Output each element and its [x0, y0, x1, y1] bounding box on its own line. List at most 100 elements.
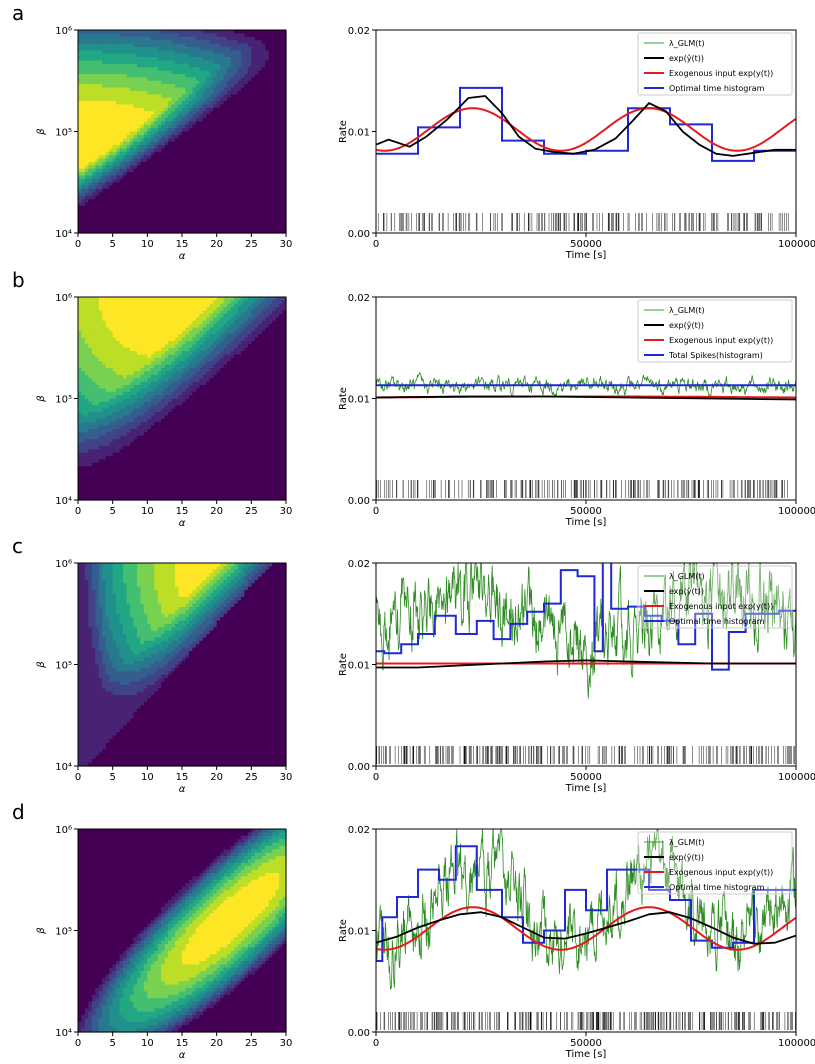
- heatmap-cell: [227, 212, 232, 217]
- heatmap-cell: [265, 158, 270, 163]
- heatmap-cell: [116, 40, 121, 45]
- heatmap-cell: [178, 195, 183, 200]
- heatmap-cell: [130, 418, 135, 423]
- heatmap-cell: [95, 97, 100, 102]
- heatmap-cell: [88, 195, 93, 200]
- heatmap-cell: [133, 134, 138, 139]
- heatmap-cell: [220, 175, 225, 180]
- heatmap-cell: [91, 161, 96, 166]
- heatmap-cell: [112, 476, 117, 481]
- heatmap-cell: [95, 415, 100, 420]
- heatmap-cell: [98, 425, 103, 430]
- heatmap-cell: [147, 182, 152, 187]
- heatmap-cell: [95, 128, 100, 133]
- heatmap-cell: [154, 141, 159, 146]
- heatmap-cell: [130, 60, 135, 65]
- heatmap-cell: [213, 104, 218, 109]
- heatmap-cell: [240, 222, 245, 227]
- heatmap-cell: [130, 57, 135, 62]
- heatmap-cell: [95, 67, 100, 72]
- heatmap-cell: [244, 141, 249, 146]
- heatmap-cell: [268, 104, 273, 109]
- heatmap-cell: [116, 36, 121, 41]
- heatmap-cell: [195, 226, 200, 231]
- heatmap-cell: [220, 94, 225, 99]
- heatmap-cell: [140, 33, 145, 38]
- heatmap-cell: [171, 63, 176, 68]
- heatmap-cell: [161, 97, 166, 102]
- heatmap-cell: [247, 172, 252, 177]
- heatmap-cell: [188, 138, 193, 143]
- heatmap-cell: [98, 493, 103, 498]
- heatmap-cell: [265, 229, 270, 234]
- heatmap-cell: [116, 212, 121, 217]
- heatmap-cell: [182, 67, 187, 72]
- heatmap-cell: [130, 222, 135, 227]
- heatmap-cell: [88, 63, 93, 68]
- heatmap-cell: [91, 459, 96, 464]
- heatmap-cell: [282, 30, 287, 34]
- heatmap-cell: [136, 114, 141, 119]
- heatmap-cell: [95, 73, 100, 78]
- heatmap-cell: [223, 185, 228, 190]
- heatmap-cell: [213, 67, 218, 72]
- heatmap-cell: [258, 43, 263, 48]
- heatmap-cell: [123, 435, 128, 440]
- heatmap-cell: [84, 479, 89, 484]
- heatmap-cell: [206, 101, 211, 106]
- heatmap-cell: [171, 104, 176, 109]
- heatmap-cell: [81, 216, 86, 221]
- heatmap-cell: [91, 297, 96, 301]
- heatmap-cell: [112, 300, 117, 305]
- heatmap-cell: [130, 324, 135, 329]
- heatmap-cell: [88, 175, 93, 180]
- heatmap-cell: [84, 371, 89, 376]
- heatmap-cell: [220, 182, 225, 187]
- heatmap-cell: [150, 121, 155, 126]
- heatmap-cell: [95, 121, 100, 126]
- heatmap-cell: [175, 199, 180, 204]
- heatmap-cell: [206, 43, 211, 48]
- heatmap-cell: [112, 30, 117, 34]
- heatmap-cell: [234, 226, 239, 231]
- heatmap-cell: [123, 185, 128, 190]
- heatmap-cell: [136, 172, 141, 177]
- heatmap-cell: [213, 216, 218, 221]
- heatmap-cell: [268, 94, 273, 99]
- heatmap-cell: [178, 84, 183, 89]
- heatmap-cell: [150, 442, 155, 447]
- heatmap-cell: [178, 199, 183, 204]
- heatmap-cell: [178, 73, 183, 78]
- heatmap-cell: [123, 364, 128, 369]
- heatmap-cell: [98, 459, 103, 464]
- heatmap-cell: [261, 111, 266, 116]
- heatmap-cell: [175, 57, 180, 62]
- heatmap-cell: [178, 128, 183, 133]
- heatmap-cell: [136, 124, 141, 129]
- heatmap-cell: [116, 384, 121, 389]
- heatmap-cell: [116, 189, 121, 193]
- heatmap-cell: [109, 486, 114, 491]
- heatmap-cell: [95, 381, 100, 386]
- heatmap-cell: [216, 222, 221, 227]
- heatmap-cell: [227, 30, 232, 34]
- heatmap-cell: [119, 148, 124, 153]
- heatmap-cell: [136, 466, 141, 471]
- heatmap-cell: [171, 168, 176, 173]
- heatmap-cell: [98, 185, 103, 190]
- heatmap-cell: [119, 117, 124, 122]
- heatmap-cell: [91, 104, 96, 109]
- heatmap-cell: [150, 219, 155, 224]
- heatmap-cell: [133, 216, 138, 221]
- heatmap-cell: [105, 415, 110, 420]
- heatmap-cell: [188, 124, 193, 129]
- heatmap-cell: [136, 175, 141, 180]
- heatmap-cell: [112, 347, 117, 352]
- heatmap-cell: [272, 226, 277, 231]
- heatmap-cell: [147, 148, 152, 153]
- heatmap-cell: [91, 128, 96, 133]
- heatmap-cell: [133, 486, 138, 491]
- heatmap-cell: [105, 368, 110, 373]
- heatmap-cell: [88, 36, 93, 41]
- heatmap-cell: [98, 442, 103, 447]
